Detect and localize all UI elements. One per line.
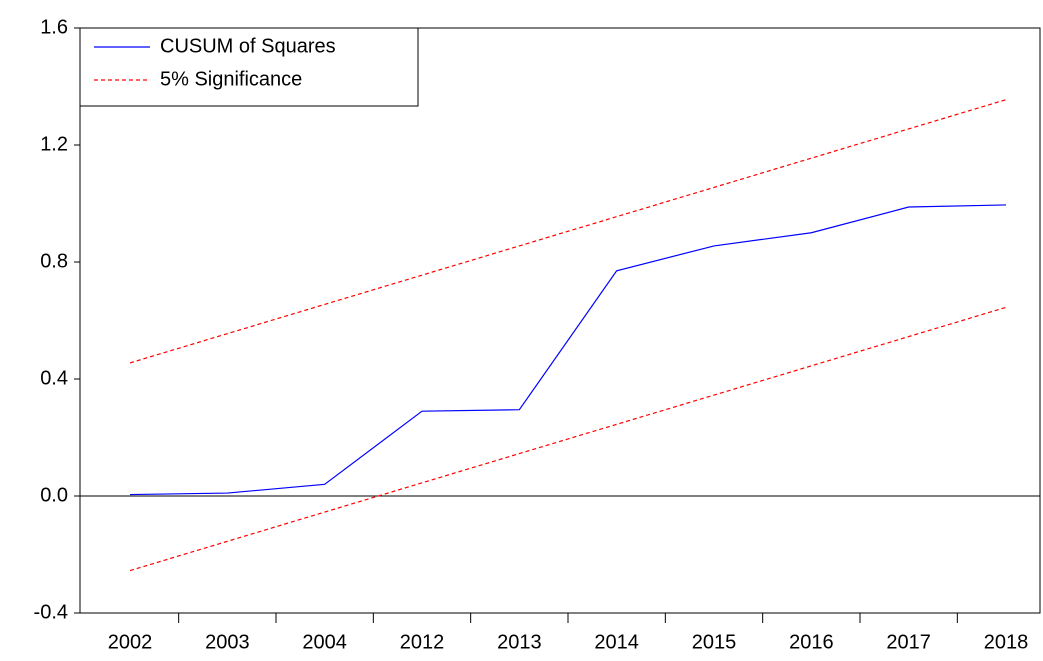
x-tick-label: 2004	[302, 631, 347, 653]
series-line	[129, 99, 1007, 364]
legend-box	[79, 27, 419, 107]
x-tick-label: 2015	[692, 631, 737, 653]
y-tick-label: 0.8	[40, 250, 68, 272]
legend-label: 5% Significance	[160, 68, 302, 90]
x-tick-label: 2003	[205, 631, 250, 653]
x-tick-label: 2012	[400, 631, 445, 653]
y-tick-label: 0.0	[40, 484, 68, 506]
y-tick-label: -0.4	[34, 601, 68, 623]
y-tick-label: 0.4	[40, 367, 68, 389]
series-line	[129, 204, 1007, 496]
legend-label: CUSUM of Squares	[160, 35, 336, 57]
x-tick-label: 2017	[886, 631, 931, 653]
x-tick-label: 2014	[594, 631, 639, 653]
x-tick-label: 2018	[984, 631, 1029, 653]
x-tick-label: 2013	[497, 631, 542, 653]
y-tick-label: 1.6	[40, 16, 68, 38]
y-tick-label: 1.2	[40, 133, 68, 155]
series-line	[129, 306, 1007, 572]
x-tick-label: 2016	[789, 631, 834, 653]
plot-frame	[79, 27, 1041, 614]
x-tick-label: 2002	[108, 631, 153, 653]
